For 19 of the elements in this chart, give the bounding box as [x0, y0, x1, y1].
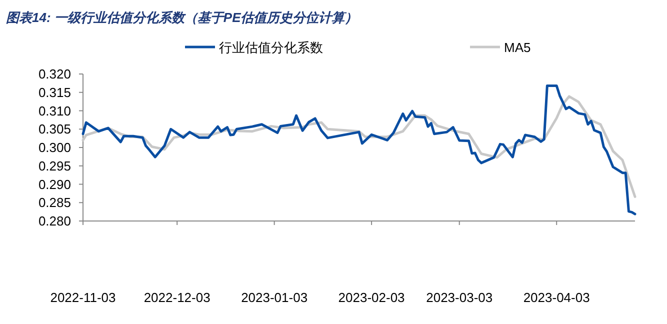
x-tick-label: 2022-12-03: [144, 290, 210, 305]
y-tick-label: 0.285: [38, 195, 71, 210]
line-series: [82, 84, 636, 216]
x-tick-label: 2023-02-03: [338, 290, 405, 305]
y-tick-label: 0.280: [38, 214, 71, 228]
y-tick-label: 0.295: [38, 158, 71, 174]
legend-label: 行业估值分化系数: [219, 40, 323, 55]
y-tick-label: 0.305: [38, 122, 71, 137]
y-tick-label: 0.320: [38, 66, 71, 82]
x-tick-label: 2023-03-03: [426, 290, 493, 305]
y-tick-label: 0.300: [38, 140, 71, 155]
chart-title: 图表14: 一级行业估值分化系数（基于PE估值历史分位计算）: [6, 10, 358, 25]
y-tick-label: 0.290: [38, 176, 71, 192]
x-tick-label: 2022-11-03: [50, 290, 116, 305]
y-tick-label: 0.315: [38, 84, 71, 100]
x-tick-label: 2023-01-03: [241, 290, 308, 305]
legend-label: MA5: [504, 40, 531, 55]
x-tick-label: 2023-04-03: [523, 290, 590, 305]
y-tick-label: 0.310: [38, 103, 71, 118]
